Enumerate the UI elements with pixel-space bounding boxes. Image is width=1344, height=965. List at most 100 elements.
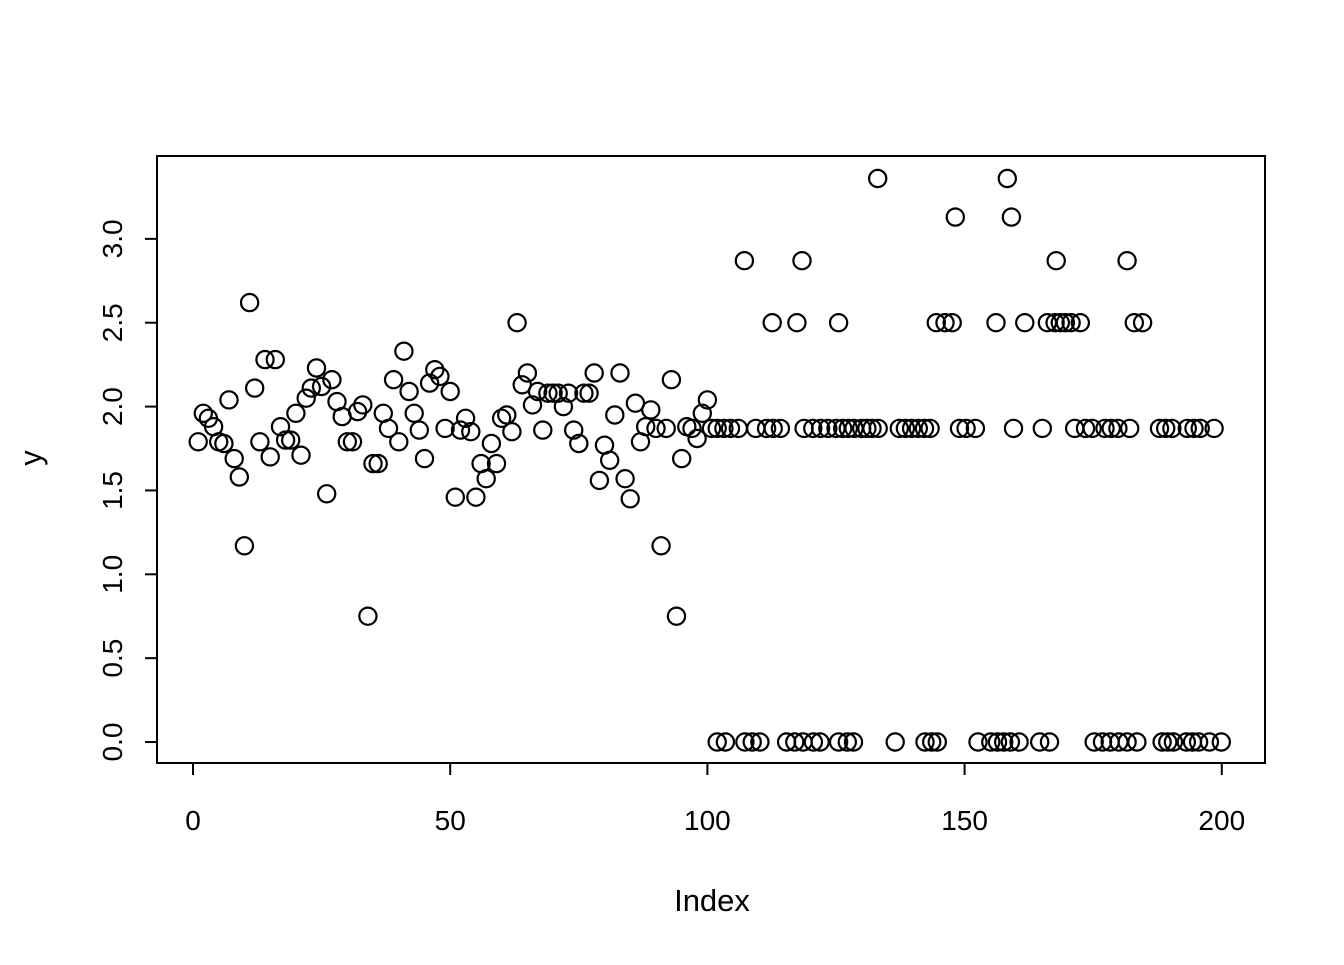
data-point (486, 453, 507, 474)
data-point (1001, 207, 1022, 227)
data-point (466, 487, 486, 507)
data-point (1000, 732, 1021, 752)
data-point (763, 418, 783, 439)
data-point (1046, 251, 1066, 271)
data-point (1188, 732, 1209, 752)
data-point (404, 403, 424, 423)
data-point (1095, 418, 1115, 439)
data-point (347, 401, 368, 422)
data-point (968, 732, 988, 752)
data-point (1211, 732, 1232, 752)
data-point (945, 207, 966, 227)
y-tick-label: 2.0 (97, 387, 128, 426)
data-point (527, 381, 548, 402)
data-point (440, 381, 460, 402)
data-point (837, 732, 858, 752)
data-point (399, 381, 419, 402)
data-point (1124, 313, 1145, 333)
data-point (843, 732, 864, 752)
data-point (1162, 418, 1182, 439)
data-point (301, 378, 321, 398)
data-point (987, 732, 1008, 752)
data-point (994, 732, 1014, 752)
data-point (497, 405, 517, 425)
data-point (735, 732, 755, 752)
data-point (1190, 418, 1210, 439)
data-points (188, 168, 1232, 752)
data-point (672, 448, 692, 469)
data-point (981, 732, 1001, 752)
data-point (275, 430, 296, 450)
data-point (455, 408, 476, 428)
data-point (414, 448, 435, 469)
y-tick-label: 0.5 (97, 639, 128, 678)
data-point (188, 432, 208, 452)
data-point (868, 168, 888, 189)
data-point (620, 489, 640, 509)
data-point (265, 349, 285, 370)
data-point (419, 373, 440, 393)
data-point (317, 484, 337, 504)
data-point (787, 313, 807, 333)
data-point (682, 418, 702, 439)
data-point (1117, 732, 1137, 752)
data-point (661, 370, 682, 390)
data-point (742, 732, 762, 752)
data-point (430, 366, 450, 387)
data-point (260, 447, 280, 467)
data-point (219, 390, 239, 410)
data-point (250, 432, 270, 452)
data-point (450, 420, 471, 440)
data-point (368, 453, 388, 474)
data-point (337, 432, 357, 452)
data-point (1155, 418, 1176, 439)
data-point (1158, 732, 1178, 752)
data-point (1204, 418, 1224, 439)
data-point (857, 418, 877, 439)
data-point (792, 251, 812, 271)
plot-box (156, 155, 1266, 764)
data-point (1149, 418, 1170, 439)
x-axis-ticks: 0 50 100 150 200 (185, 763, 1245, 836)
data-point (810, 418, 831, 439)
data-point (358, 606, 378, 626)
data-point (1015, 313, 1035, 333)
data-point (750, 732, 770, 752)
data-point (605, 405, 625, 425)
data-point (927, 732, 948, 752)
data-point (1003, 418, 1024, 439)
data-point (720, 418, 741, 439)
data-point (1061, 313, 1081, 333)
data-point (1045, 313, 1065, 333)
data-point (697, 390, 718, 410)
data-point (558, 383, 579, 403)
data-point (965, 418, 986, 439)
data-point (922, 732, 942, 752)
data-point (914, 418, 935, 439)
data-point (353, 395, 373, 415)
data-point (687, 428, 707, 449)
data-point (548, 383, 568, 403)
y-tick-label: 1.0 (97, 555, 128, 594)
data-point (533, 420, 553, 440)
data-point (481, 433, 502, 454)
data-point (1039, 732, 1060, 752)
data-point (1152, 732, 1172, 752)
data-point (828, 313, 849, 333)
data-point (378, 418, 399, 439)
data-point (255, 349, 275, 370)
data-point (707, 418, 727, 439)
data-point (239, 292, 260, 313)
data-point (564, 420, 584, 440)
data-point (1009, 732, 1029, 752)
data-point (997, 168, 1018, 189)
data-point (1032, 418, 1053, 439)
data-point (926, 313, 947, 333)
data-point (915, 732, 935, 752)
data-point (949, 418, 970, 439)
data-point (646, 418, 666, 439)
data-point (986, 313, 1006, 333)
data-point (553, 396, 574, 417)
data-point (956, 418, 976, 439)
